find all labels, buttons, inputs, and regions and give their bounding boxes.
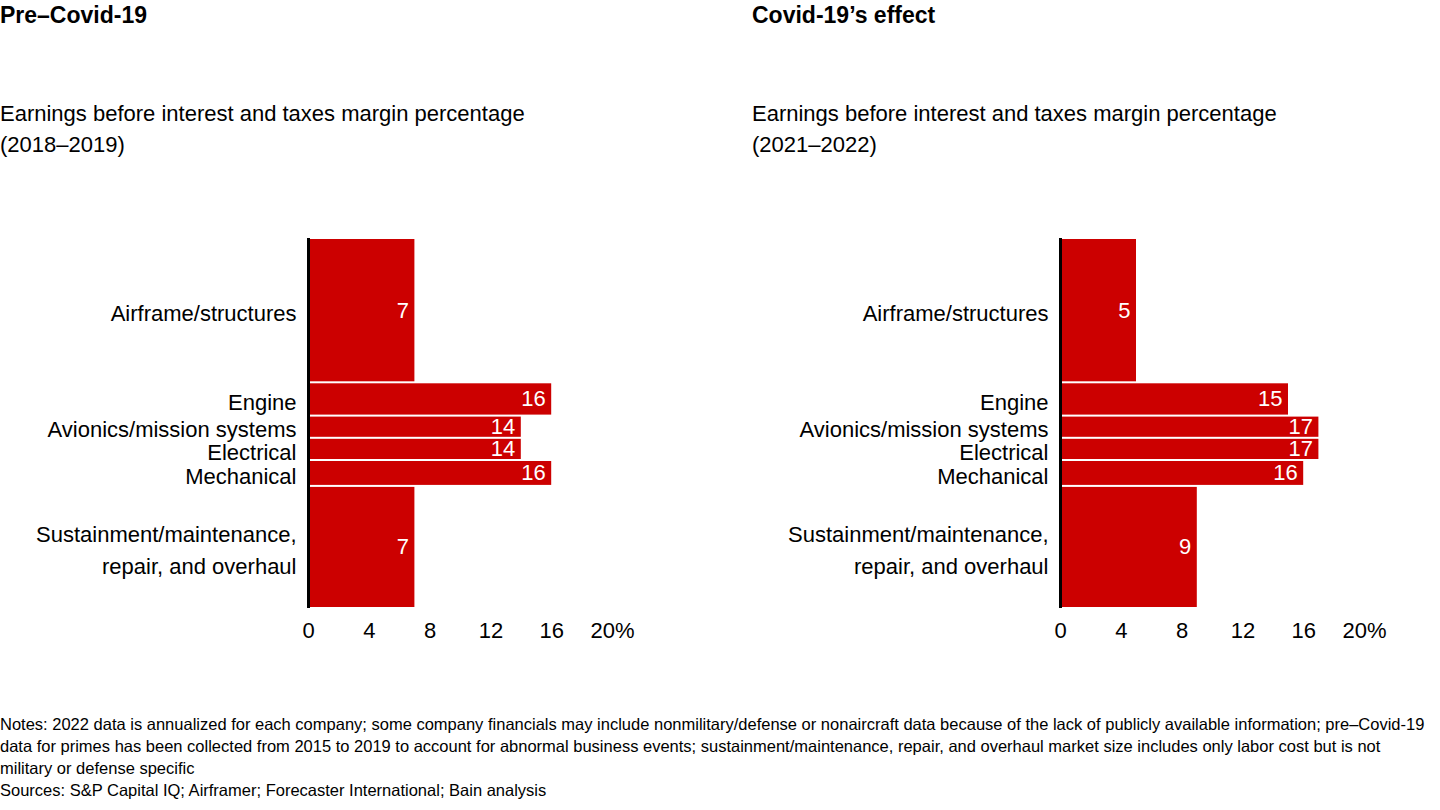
svg-text:Airframe/structures: Airframe/structures (863, 301, 1049, 326)
html-text:Pre–Covid-19: Pre–Covid-19 (0, 2, 147, 28)
svg-text:Airframe/structures: Airframe/structures (111, 301, 297, 326)
html-text:Earnings before interest and t: Earnings before interest and taxes margi… (0, 101, 525, 157)
svg-text:Sustainment/maintenance,repair: Sustainment/maintenance,repair, and over… (788, 522, 1049, 579)
html-text:Sources: S&P Capital IQ; Airfr: Sources: S&P Capital IQ; Airframer; Fore… (0, 781, 547, 799)
svg-text:16: 16 (521, 386, 545, 411)
svg-text:15: 15 (1258, 386, 1282, 411)
svg-text:8: 8 (424, 618, 436, 643)
svg-text:Engine: Engine (228, 390, 297, 415)
svg-text:14: 14 (490, 414, 516, 440)
svg-text:14: 14 (491, 436, 515, 461)
svg-text:12: 12 (479, 618, 503, 643)
svg-text:16: 16 (1273, 460, 1297, 485)
svg-text:Mechanical: Mechanical (185, 464, 296, 489)
svg-text:Electrical: Electrical (959, 440, 1048, 465)
svg-text:0: 0 (302, 618, 314, 643)
svg-text:5: 5 (1118, 298, 1130, 323)
svg-text:7: 7 (397, 298, 409, 323)
svg-text:16: 16 (539, 618, 563, 643)
html-text:Earnings before interest and t: Earnings before interest and taxes margi… (752, 101, 1277, 157)
svg-text:20%: 20% (1342, 618, 1386, 643)
svg-text:Mechanical: Mechanical (937, 464, 1048, 489)
svg-text:Avionics/mission systems: Avionics/mission systems (799, 417, 1049, 443)
svg-text:17: 17 (1288, 436, 1312, 461)
svg-text:Avionics/mission systems: Avionics/mission systems (47, 417, 297, 443)
svg-text:Engine: Engine (980, 390, 1049, 415)
svg-text:12: 12 (1231, 618, 1255, 643)
svg-text:8: 8 (1176, 618, 1188, 643)
svg-text:Electrical: Electrical (207, 440, 296, 465)
svg-text:7: 7 (397, 534, 409, 559)
svg-text:16: 16 (521, 460, 545, 485)
svg-text:4: 4 (363, 618, 375, 643)
svg-text:Sustainment/maintenance,repair: Sustainment/maintenance,repair, and over… (36, 522, 297, 579)
html-text:Notes: 2022 data is annualized: Notes: 2022 data is annualized for each … (0, 715, 1425, 777)
html-text:Covid-19’s effect: Covid-19’s effect (752, 2, 936, 28)
svg-text:9: 9 (1179, 534, 1191, 559)
svg-text:20%: 20% (590, 618, 634, 643)
svg-text:17: 17 (1288, 414, 1313, 440)
svg-text:0: 0 (1054, 618, 1066, 643)
svg-text:4: 4 (1115, 618, 1127, 643)
svg-text:16: 16 (1291, 618, 1315, 643)
